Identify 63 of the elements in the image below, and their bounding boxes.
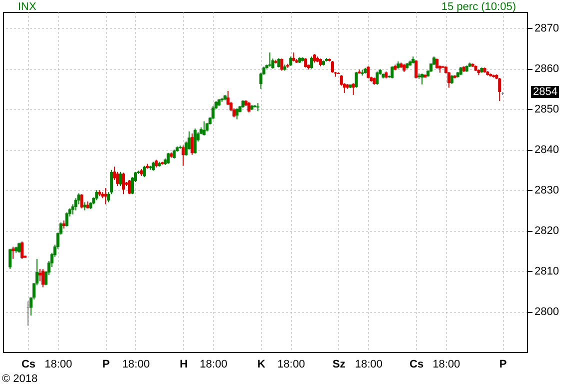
candlestick <box>80 194 84 209</box>
x-tick-label: 18:00 <box>200 358 228 370</box>
candlestick <box>166 152 170 164</box>
candlestick <box>8 248 12 270</box>
x-tick-label: 18:00 <box>432 358 460 370</box>
candlestick <box>289 56 292 66</box>
candlestick <box>38 268 42 282</box>
x-tick-label: Cs <box>410 358 424 370</box>
candlestick <box>65 212 68 228</box>
x-tick-label: 18:00 <box>122 358 150 370</box>
candlestick <box>352 82 355 96</box>
candlestick <box>182 145 185 166</box>
candlestick <box>202 120 206 136</box>
candlestick <box>366 66 370 79</box>
y-tick-label: 2830 <box>534 184 559 197</box>
x-tick-label: Sz <box>332 358 346 370</box>
candlestick <box>41 268 44 288</box>
y-tick-label: 2850 <box>534 104 559 116</box>
chart-title: INX <box>18 1 36 13</box>
candlestick <box>420 73 424 85</box>
y-tick-label: 2840 <box>534 144 559 156</box>
x-tick-label: 18:00 <box>355 358 383 370</box>
candlestick <box>235 108 238 120</box>
candlestick <box>414 60 418 79</box>
candlestick <box>142 165 146 178</box>
x-tick-label: P <box>102 358 110 370</box>
candlestick <box>304 58 308 68</box>
candlestick <box>390 66 394 79</box>
candlestick <box>190 132 194 156</box>
y-tick-label: 2870 <box>534 22 559 35</box>
candlestick <box>247 101 250 113</box>
candlestick <box>268 52 272 68</box>
y-tick-label: 2820 <box>534 225 559 238</box>
chart-subtitle: 15 perc (10:05) <box>441 1 516 13</box>
candlestick <box>280 58 284 72</box>
x-tick-label: 18:00 <box>277 358 305 370</box>
x-tick-label: H <box>180 358 188 370</box>
candlestick <box>119 171 122 187</box>
x-tick-label: P <box>499 358 507 370</box>
candlestick <box>95 190 98 201</box>
candlestick <box>20 241 24 260</box>
candlestick <box>18 242 21 254</box>
candlestick <box>376 71 379 86</box>
candlestick <box>104 188 108 205</box>
x-tick-label: Cs <box>21 358 36 370</box>
candlestick <box>354 71 358 88</box>
candlestick <box>330 60 334 74</box>
x-tick-label: K <box>257 358 266 370</box>
x-tick-label: 18:00 <box>44 358 72 370</box>
candlestick <box>435 58 438 70</box>
candlestick <box>277 58 280 68</box>
text: © 2018 <box>2 373 38 385</box>
candlestick <box>12 246 15 260</box>
candlestick <box>310 56 314 70</box>
y-tick-label: 2810 <box>534 266 559 278</box>
y-tick-label: 2860 <box>534 63 559 76</box>
candlestick <box>122 172 126 195</box>
candlestick <box>194 128 197 154</box>
y-tick-label: 2800 <box>534 306 559 318</box>
candlestick <box>128 179 131 195</box>
candlestick <box>498 77 502 102</box>
candlestick <box>74 198 78 211</box>
text: 2854 <box>531 86 560 98</box>
